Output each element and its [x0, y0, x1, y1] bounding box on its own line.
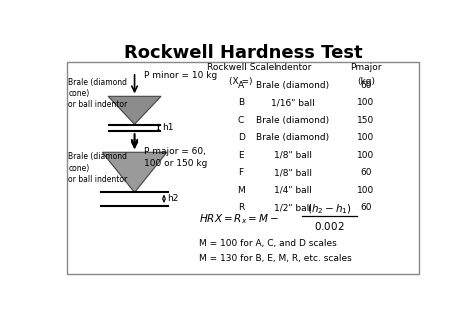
Text: 100: 100: [357, 98, 374, 107]
Text: h2: h2: [168, 194, 179, 203]
Text: Brale (diamond): Brale (diamond): [256, 133, 329, 142]
Text: $0.002$: $0.002$: [314, 220, 345, 232]
Text: B: B: [238, 98, 244, 107]
Text: Pmajor: Pmajor: [350, 64, 382, 72]
Text: $(h_2 - h_1)$: $(h_2 - h_1)$: [307, 202, 352, 216]
Polygon shape: [102, 152, 167, 192]
Text: M = 130 for B, E, M, R, etc. scales: M = 130 for B, E, M, R, etc. scales: [199, 254, 352, 263]
Text: 100: 100: [357, 185, 374, 195]
Text: $\mathit{HRX} = R_x = M -$: $\mathit{HRX} = R_x = M -$: [199, 212, 279, 226]
Text: 1/8" ball: 1/8" ball: [273, 151, 311, 160]
Text: P minor = 10 kg: P minor = 10 kg: [144, 71, 217, 80]
Text: M: M: [237, 185, 245, 195]
Text: Rockwell Hardness Test: Rockwell Hardness Test: [124, 44, 362, 62]
Text: Brale (diamond
cone)
or ball indentor: Brale (diamond cone) or ball indentor: [68, 153, 128, 184]
Polygon shape: [108, 96, 161, 124]
Text: Indentor: Indentor: [273, 64, 312, 72]
Text: R: R: [238, 203, 244, 212]
Text: C: C: [238, 116, 244, 125]
Text: Brale (diamond): Brale (diamond): [256, 116, 329, 125]
Text: 1/8" ball: 1/8" ball: [273, 168, 311, 177]
Text: 60: 60: [360, 81, 372, 89]
Text: 60: 60: [360, 168, 372, 177]
Text: A: A: [238, 81, 244, 89]
Text: Brale (diamond
cone)
or ball indentor: Brale (diamond cone) or ball indentor: [68, 78, 128, 109]
FancyBboxPatch shape: [66, 62, 419, 274]
Text: 100: 100: [357, 133, 374, 142]
Text: h1: h1: [162, 123, 173, 132]
Text: 1/16" ball: 1/16" ball: [271, 98, 314, 107]
Text: Brale (diamond): Brale (diamond): [256, 81, 329, 89]
Text: 1/4" ball: 1/4" ball: [273, 185, 311, 195]
Text: (kg): (kg): [357, 77, 375, 86]
Text: E: E: [238, 151, 244, 160]
Text: D: D: [237, 133, 245, 142]
Text: M = 100 for A, C, and D scales: M = 100 for A, C, and D scales: [199, 239, 337, 248]
Text: 1/2" ball: 1/2" ball: [273, 203, 311, 212]
Text: Rockwell Scale: Rockwell Scale: [208, 64, 275, 72]
Text: 100: 100: [357, 151, 374, 160]
Text: 150: 150: [357, 116, 374, 125]
Text: P major = 60,
100 or 150 kg: P major = 60, 100 or 150 kg: [144, 147, 207, 167]
Text: (X =): (X =): [229, 77, 253, 86]
Text: 60: 60: [360, 203, 372, 212]
Text: F: F: [238, 168, 244, 177]
